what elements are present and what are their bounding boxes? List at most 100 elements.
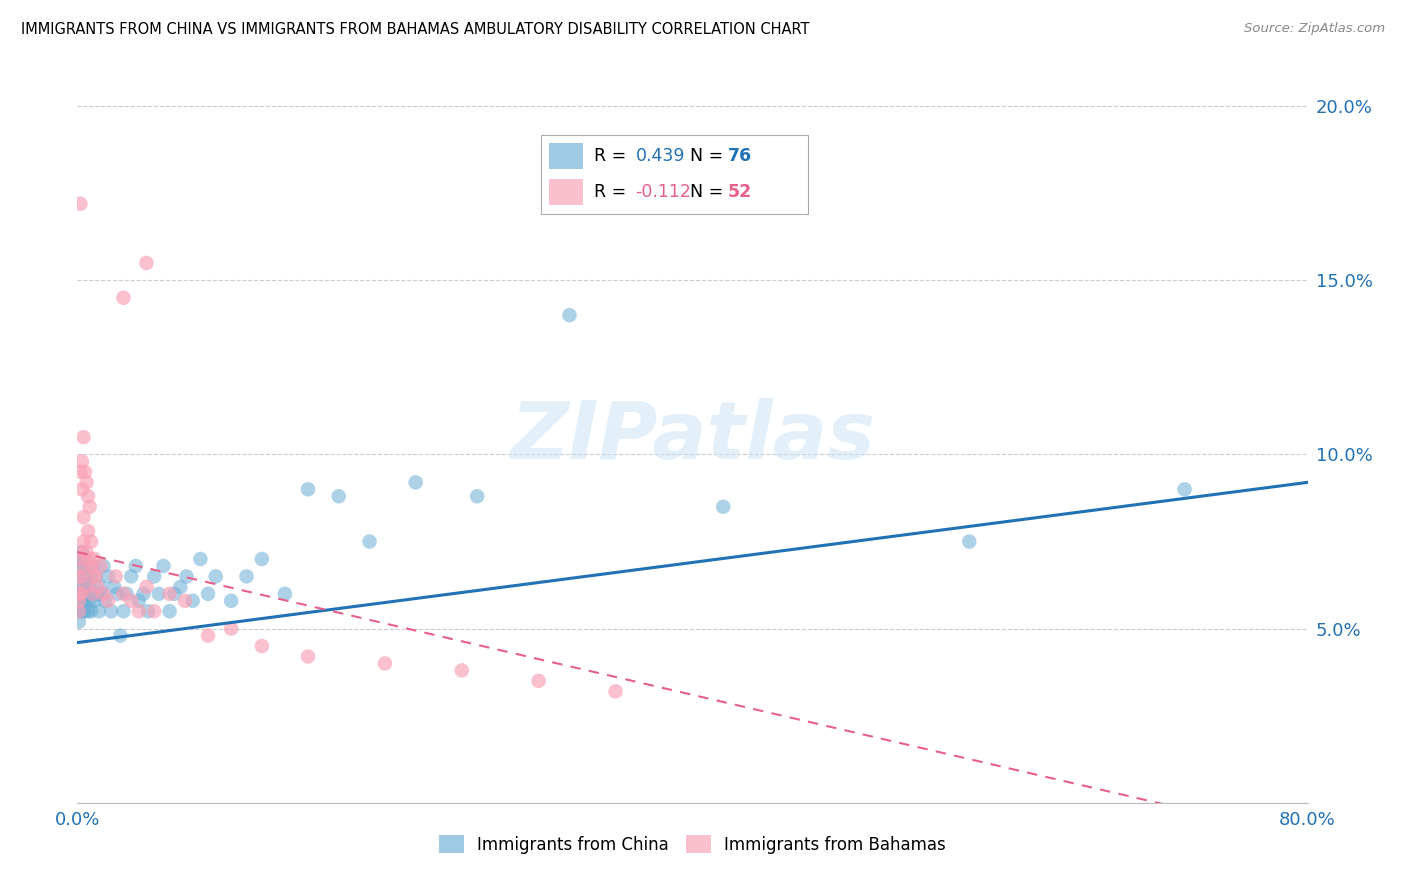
Point bbox=[219, 594, 242, 608]
Point bbox=[73, 604, 96, 618]
Point bbox=[250, 639, 273, 653]
Point bbox=[711, 500, 734, 514]
Point bbox=[73, 587, 96, 601]
Point bbox=[84, 569, 107, 583]
Point bbox=[181, 594, 204, 608]
Point bbox=[132, 587, 155, 601]
Point bbox=[83, 552, 105, 566]
Point bbox=[80, 534, 103, 549]
Point bbox=[76, 576, 98, 591]
Point bbox=[112, 587, 135, 601]
Point bbox=[70, 483, 93, 497]
Point bbox=[76, 545, 98, 559]
Text: R =: R = bbox=[595, 183, 631, 201]
Point bbox=[72, 594, 94, 608]
Point bbox=[152, 558, 174, 573]
Point bbox=[204, 569, 226, 583]
Point bbox=[70, 594, 93, 608]
Legend: Immigrants from China, Immigrants from Bahamas: Immigrants from China, Immigrants from B… bbox=[433, 829, 952, 860]
Point bbox=[97, 569, 120, 583]
Point bbox=[86, 580, 108, 594]
Point bbox=[112, 604, 135, 618]
Point bbox=[115, 587, 138, 601]
Point bbox=[143, 604, 166, 618]
Point bbox=[110, 629, 132, 643]
Point bbox=[957, 534, 980, 549]
Point bbox=[77, 604, 100, 618]
Point bbox=[128, 604, 150, 618]
Point bbox=[80, 558, 103, 573]
Point bbox=[76, 558, 98, 573]
Point bbox=[70, 454, 93, 468]
Point bbox=[84, 569, 107, 583]
Point bbox=[274, 587, 297, 601]
Point bbox=[73, 465, 96, 479]
Point bbox=[374, 657, 396, 671]
Point bbox=[86, 587, 108, 601]
Point bbox=[73, 569, 96, 583]
Point bbox=[112, 291, 135, 305]
Text: ZIPatlas: ZIPatlas bbox=[510, 398, 875, 476]
Point bbox=[70, 587, 93, 601]
Point bbox=[605, 684, 627, 698]
Point bbox=[67, 569, 90, 583]
Point bbox=[73, 558, 96, 573]
Text: 52: 52 bbox=[728, 183, 752, 201]
Text: N =: N = bbox=[690, 183, 730, 201]
Point bbox=[135, 256, 157, 270]
Point bbox=[70, 545, 93, 559]
Text: 76: 76 bbox=[728, 147, 752, 165]
Text: N =: N = bbox=[690, 147, 730, 165]
Point bbox=[82, 569, 104, 583]
Bar bbox=[548, 144, 583, 169]
Point bbox=[67, 594, 90, 608]
Point bbox=[219, 622, 242, 636]
Point bbox=[89, 580, 111, 594]
Point bbox=[188, 552, 212, 566]
Point bbox=[297, 649, 319, 664]
Point bbox=[328, 489, 350, 503]
Point bbox=[83, 594, 105, 608]
Point bbox=[72, 604, 94, 618]
Point bbox=[93, 558, 115, 573]
Point bbox=[120, 569, 142, 583]
Bar bbox=[548, 178, 583, 205]
Point bbox=[72, 534, 94, 549]
Point bbox=[69, 569, 91, 583]
Point bbox=[76, 475, 98, 490]
Text: R =: R = bbox=[595, 147, 631, 165]
Point bbox=[125, 558, 148, 573]
Point bbox=[136, 604, 159, 618]
Point bbox=[159, 587, 181, 601]
Text: IMMIGRANTS FROM CHINA VS IMMIGRANTS FROM BAHAMAS AMBULATORY DISABILITY CORRELATI: IMMIGRANTS FROM CHINA VS IMMIGRANTS FROM… bbox=[21, 22, 810, 37]
Point bbox=[69, 604, 91, 618]
Point bbox=[105, 587, 128, 601]
Point bbox=[82, 587, 104, 601]
Point bbox=[527, 673, 550, 688]
Point bbox=[67, 594, 90, 608]
Point bbox=[1174, 483, 1197, 497]
Point bbox=[69, 196, 91, 211]
Point bbox=[174, 594, 197, 608]
Point bbox=[135, 580, 157, 594]
Point bbox=[104, 569, 127, 583]
Point bbox=[80, 569, 103, 583]
Point bbox=[94, 594, 117, 608]
Point bbox=[103, 580, 125, 594]
Text: Source: ZipAtlas.com: Source: ZipAtlas.com bbox=[1244, 22, 1385, 36]
Point bbox=[77, 524, 100, 538]
Point bbox=[79, 552, 101, 566]
Point bbox=[69, 558, 91, 573]
Point bbox=[69, 552, 91, 566]
Point bbox=[76, 594, 98, 608]
Point bbox=[72, 510, 94, 524]
Point bbox=[176, 569, 198, 583]
Point bbox=[143, 569, 166, 583]
Point bbox=[67, 615, 90, 629]
Point bbox=[465, 489, 488, 503]
Point bbox=[558, 308, 581, 322]
Point bbox=[67, 569, 90, 583]
Point bbox=[359, 534, 381, 549]
Point bbox=[67, 604, 90, 618]
Point bbox=[120, 594, 142, 608]
